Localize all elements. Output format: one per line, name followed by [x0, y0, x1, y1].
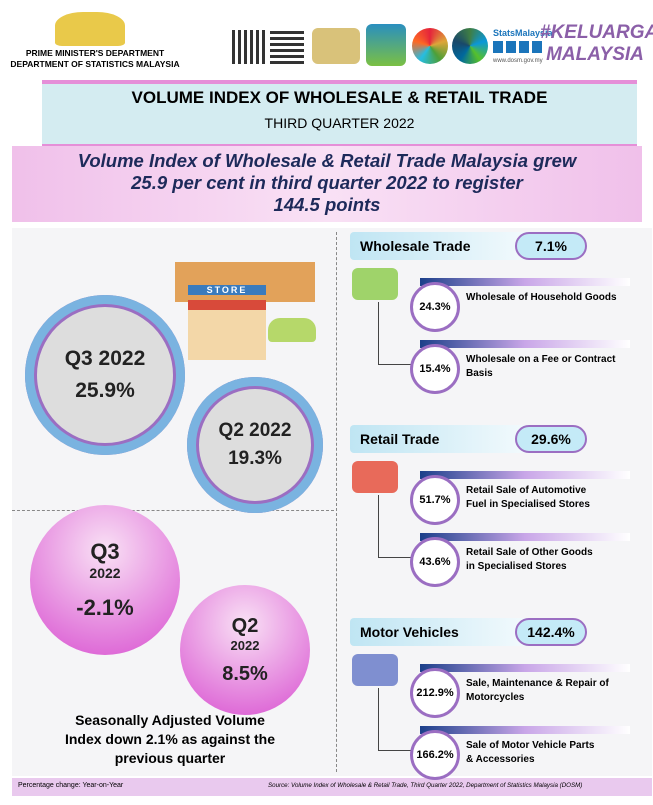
- logo: [412, 28, 448, 64]
- logo: [452, 28, 488, 64]
- item-label: Wholesale on a Fee or Contract: [466, 354, 616, 365]
- item-label: Motorcycles: [466, 692, 525, 703]
- note-line: previous quarter: [114, 750, 226, 766]
- item-value: 43.6%: [410, 537, 460, 587]
- item-label: Retail Sale of Other Goods: [466, 547, 593, 558]
- item-bar: [420, 340, 630, 348]
- sector-icon: [352, 461, 398, 493]
- sector-value-pill: 142.4%: [515, 618, 587, 646]
- campaign: #KELUARGA: [540, 22, 653, 43]
- sector-name: Wholesale Trade: [360, 238, 471, 254]
- car: [268, 318, 316, 342]
- qoq-current: Q3 2022 -2.1%: [30, 505, 180, 655]
- connector: [378, 495, 414, 558]
- store-sign: STORE: [188, 285, 266, 295]
- crest: [55, 12, 125, 46]
- yoy-label: Q3 2022: [64, 347, 146, 370]
- social-icons: [493, 41, 543, 53]
- yoy-previous: Q2 2022 19.3%: [187, 377, 323, 513]
- store: [188, 300, 266, 360]
- footer-bar: [12, 778, 652, 796]
- website: www.dosm.gov.my: [493, 58, 543, 64]
- boxes: [175, 262, 315, 302]
- qr-code: [232, 30, 266, 64]
- divider: [12, 510, 334, 511]
- item-label: Retail Sale of Automotive: [466, 485, 587, 496]
- item-label: Basis: [466, 368, 493, 379]
- qoq-year: 2022: [89, 565, 121, 581]
- qoq-value: 8.5%: [222, 662, 268, 685]
- note-line: Seasonally Adjusted Volume: [75, 712, 265, 728]
- title: VOLUME INDEX OF WHOLESALE & RETAIL TRADE: [131, 88, 548, 107]
- item-value: 212.9%: [410, 668, 460, 718]
- brand: StatsMalaysia: [493, 28, 553, 38]
- headline-line: 25.9 per cent in third quarter 2022 to r…: [131, 172, 523, 193]
- item-bar: [420, 278, 630, 286]
- qr-code: [270, 30, 304, 64]
- headline-line: 144.5 points: [273, 194, 381, 215]
- qoq-year: 2022: [230, 637, 260, 653]
- connector: [378, 688, 414, 751]
- item-label: Fuel in Specialised Stores: [466, 499, 590, 510]
- yoy-value: 19.3%: [228, 448, 282, 469]
- item-label: Sale of Motor Vehicle Parts: [466, 740, 595, 751]
- item-value: 166.2%: [410, 730, 460, 780]
- item-bar: [420, 664, 630, 672]
- headline: Volume Index of Wholesale & Retail Trade…: [12, 150, 642, 216]
- footer-note: Percentage change: Year-on-Year: [18, 782, 124, 789]
- logo: [366, 24, 406, 66]
- yoy-value: 25.9%: [75, 379, 135, 402]
- logo: [312, 28, 360, 64]
- org-line: PRIME MINISTER'S DEPARTMENT: [25, 48, 165, 58]
- sector-value-pill: 29.6%: [515, 425, 587, 453]
- subtitle: THIRD QUARTER 2022: [264, 115, 415, 131]
- divider: [336, 232, 337, 772]
- footer-source: Source: Volume Index of Wholesale & Reta…: [268, 782, 583, 789]
- headline-line: Volume Index of Wholesale & Retail Trade…: [77, 150, 577, 171]
- item-bar: [420, 471, 630, 479]
- item-value: 15.4%: [410, 344, 460, 394]
- sector-name: Motor Vehicles: [360, 624, 459, 640]
- yoy-label: Q2 2022: [218, 420, 292, 441]
- sector-icon: [352, 654, 398, 686]
- item-label: Wholesale of Household Goods: [466, 292, 617, 303]
- item-label: Sale, Maintenance & Repair of: [466, 678, 609, 689]
- sector-name: Retail Trade: [360, 431, 440, 447]
- item-bar: [420, 726, 630, 734]
- qoq-value: -2.1%: [76, 595, 134, 620]
- sector-icon: [352, 268, 398, 300]
- item-value: 51.7%: [410, 475, 460, 525]
- headline-box: [12, 146, 642, 222]
- qoq-quarter: Q2: [231, 614, 259, 637]
- qoq-quarter: Q3: [90, 539, 120, 564]
- item-value: 24.3%: [410, 282, 460, 332]
- item-label: & Accessories: [466, 754, 535, 765]
- qoq-previous: Q2 2022 8.5%: [180, 585, 310, 715]
- yoy-current: Q3 2022 25.9%: [25, 295, 185, 455]
- item-label: in Specialised Stores: [466, 561, 567, 572]
- item-bar: [420, 533, 630, 541]
- qoq-note: Seasonally Adjusted Volume Index down 2.…: [20, 711, 320, 768]
- note-line: Index down 2.1% as against the: [64, 731, 276, 747]
- campaign: MALAYSIA: [546, 44, 644, 65]
- connector: [378, 302, 414, 365]
- sector-value-pill: 7.1%: [515, 232, 587, 260]
- org-line: DEPARTMENT OF STATISTICS MALAYSIA: [10, 59, 180, 69]
